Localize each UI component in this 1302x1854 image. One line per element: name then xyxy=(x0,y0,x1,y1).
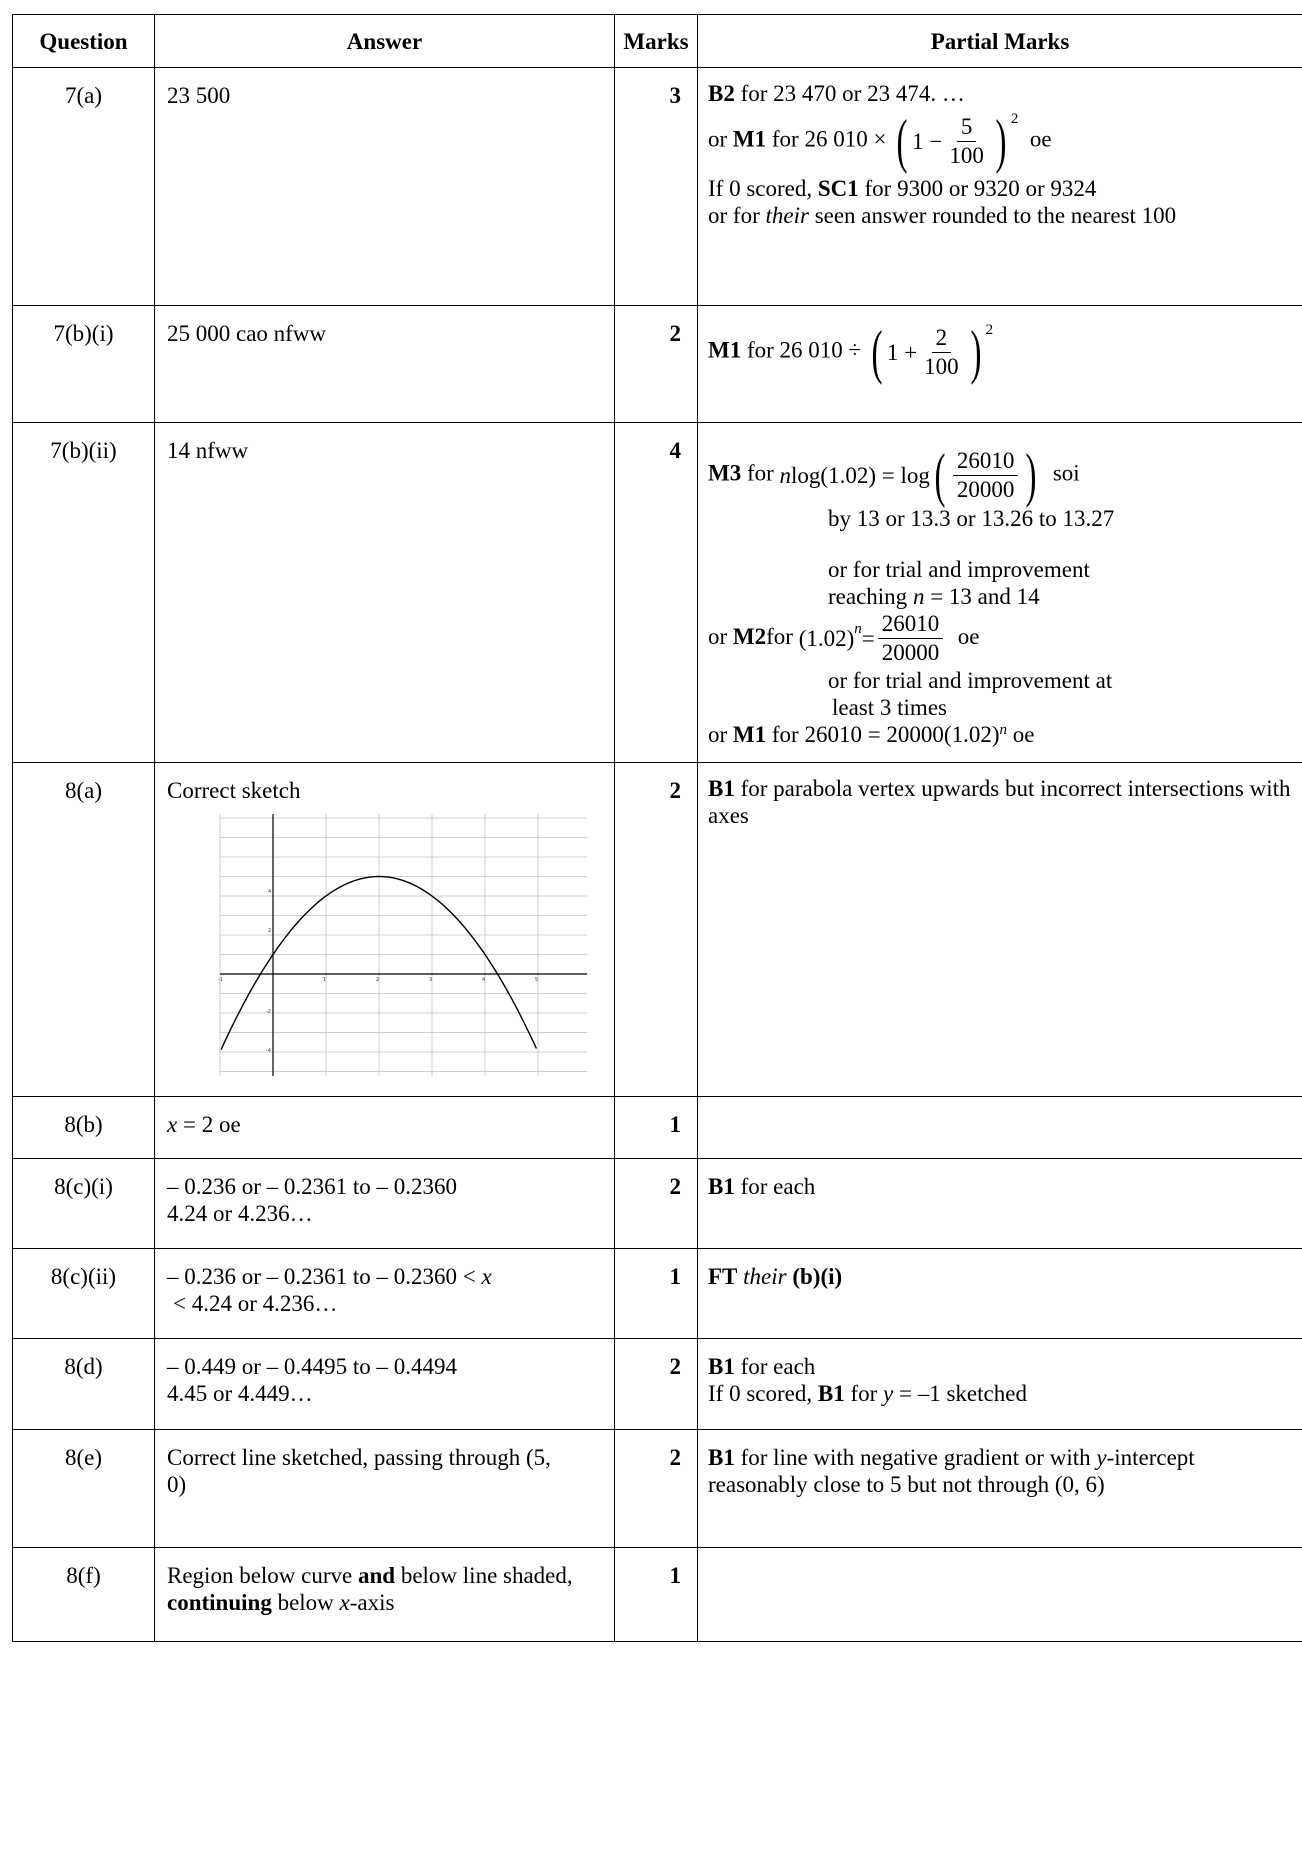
answer-cell: 23 500 xyxy=(154,67,615,306)
x-tick-4: 4 xyxy=(482,977,485,983)
x-tick-minus1: -1 xyxy=(218,977,223,983)
x-tick-3: 3 xyxy=(429,977,432,983)
formula-power: (1.02) n = 26010 20000 xyxy=(799,610,947,667)
question-number: 8(c)(ii) xyxy=(12,1248,155,1339)
marks-cell: 2 xyxy=(614,1429,698,1548)
header-row: Question Answer Marks Partial Marks xyxy=(12,14,1302,68)
header-marks: Marks xyxy=(614,14,698,68)
partial-marks-cell: B1 for each If 0 scored, B1 for y = –1 s… xyxy=(697,1338,1302,1430)
x-tick-5: 5 xyxy=(535,977,538,983)
marks-cell: 2 xyxy=(614,1338,698,1430)
mark-scheme-table: Question Answer Marks Partial Marks 7(a)… xyxy=(12,14,1302,1642)
formula-depreciation: (1 − 5 100 ) 2 xyxy=(896,108,1019,174)
question-number: 8(e) xyxy=(12,1429,155,1548)
marks-cell: 1 xyxy=(614,1547,698,1642)
answer-cell: – 0.236 or – 0.2361 to – 0.2360 4.24 or … xyxy=(154,1158,615,1249)
marks-cell: 2 xyxy=(614,1158,698,1249)
table-row: 7(b)(ii) 14 nfww 4 M3 for n log(1.02) = l… xyxy=(12,422,1302,763)
x-tick-2: 2 xyxy=(376,977,379,983)
marks-cell: 2 xyxy=(614,762,698,1097)
table-row: 8(b) x = 2 oe 1 xyxy=(12,1096,1302,1159)
marks-cell: 1 xyxy=(614,1248,698,1339)
partial-marks-cell: B1 for line with negative gradient or wi… xyxy=(697,1429,1302,1548)
question-number: 8(f) xyxy=(12,1547,155,1642)
parabola-sketch: 4 2 -2 -4 1 2 3 4 5 -1 xyxy=(218,814,587,1076)
partial-marks-cell: FT their (b)(i) xyxy=(697,1248,1302,1339)
x-tick-1: 1 xyxy=(323,977,326,983)
answer-cell: 14 nfww xyxy=(154,422,615,763)
partial-marks-cell xyxy=(697,1096,1302,1159)
header-answer: Answer xyxy=(154,14,615,68)
formula-compound: (1 + 2 100 ) 2 xyxy=(871,319,994,385)
table-row: 8(f) Region below curve and below line s… xyxy=(12,1547,1302,1642)
answer-text: Correct sketch xyxy=(167,778,301,803)
table-row: 8(c)(ii) – 0.236 or – 0.2361 to – 0.2360… xyxy=(12,1248,1302,1339)
question-number: 7(b)(ii) xyxy=(12,422,155,763)
header-partial-marks: Partial Marks xyxy=(697,14,1302,68)
table-row: 8(a) Correct sketch 4 2 -2 -4 1 2 xyxy=(12,762,1302,1097)
answer-cell: – 0.236 or – 0.2361 to – 0.2360 < x < 4.… xyxy=(154,1248,615,1339)
header-question: Question xyxy=(12,14,155,68)
partial-marks-cell: B1 for parabola vertex upwards but incor… xyxy=(697,762,1302,1097)
y-tick-minus4: -4 xyxy=(266,1048,271,1054)
partial-marks-cell xyxy=(697,1547,1302,1642)
answer-cell: Region below curve and below line shaded… xyxy=(154,1547,615,1642)
answer-cell: Correct sketch 4 2 -2 -4 1 2 3 xyxy=(154,762,615,1097)
answer-cell: – 0.449 or – 0.4495 to – 0.4494 4.45 or … xyxy=(154,1338,615,1430)
partial-marks-cell: B2 for 23 470 or 23 474. … or M1 for 26 … xyxy=(697,67,1302,306)
partial-marks-cell: M3 for n log(1.02) = log ( 26010 20000 ) s… xyxy=(697,422,1302,763)
table-row: 7(b)(i) 25 000 cao nfww 2 M1 for 26 010 … xyxy=(12,305,1302,423)
y-tick-4: 4 xyxy=(268,889,271,895)
question-number: 8(a) xyxy=(12,762,155,1097)
marks-cell: 4 xyxy=(614,422,698,763)
sketch-grid xyxy=(219,814,587,1076)
y-tick-2: 2 xyxy=(268,928,271,934)
answer-cell: x = 2 oe xyxy=(154,1096,615,1159)
marks-cell: 3 xyxy=(614,67,698,306)
partial-marks-cell: M1 for 26 010 ÷ (1 + 2 100 ) 2 xyxy=(697,305,1302,423)
table-row: 7(a) 23 500 3 B2 for 23 470 or 23 474. …… xyxy=(12,67,1302,306)
question-number: 7(b)(i) xyxy=(12,305,155,423)
marks-cell: 1 xyxy=(614,1096,698,1159)
table-row: 8(d) – 0.449 or – 0.4495 to – 0.4494 4.4… xyxy=(12,1338,1302,1430)
question-number: 8(c)(i) xyxy=(12,1158,155,1249)
table-row: 8(e) Correct line sketched, passing thro… xyxy=(12,1429,1302,1548)
y-tick-minus2: -2 xyxy=(266,1009,271,1015)
partial-marks-cell: B1 for each xyxy=(697,1158,1302,1249)
answer-cell: Correct line sketched, passing through (… xyxy=(154,1429,615,1548)
question-number: 8(d) xyxy=(12,1338,155,1430)
question-number: 7(a) xyxy=(12,67,155,306)
question-number: 8(b) xyxy=(12,1096,155,1159)
answer-cell: 25 000 cao nfww xyxy=(154,305,615,423)
formula-log: n log(1.02) = log ( 26010 20000 ) xyxy=(779,442,1037,508)
table-row: 8(c)(i) – 0.236 or – 0.2361 to – 0.2360 … xyxy=(12,1158,1302,1249)
parabola-curve xyxy=(220,875,538,1050)
marks-cell: 2 xyxy=(614,305,698,423)
